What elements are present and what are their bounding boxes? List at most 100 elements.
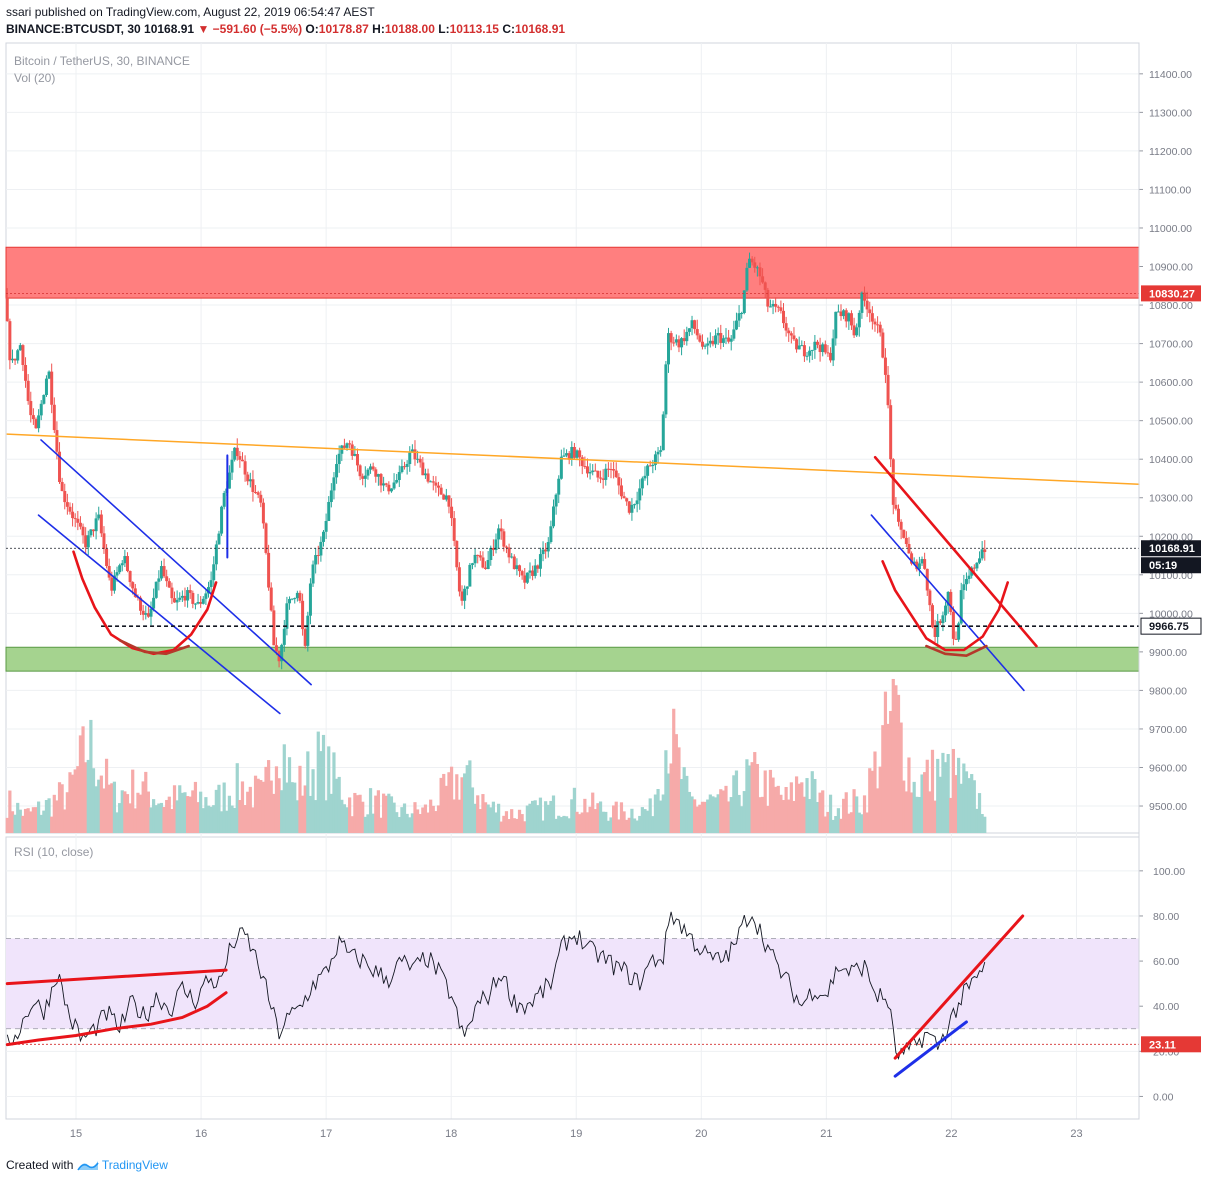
volume-bar	[585, 812, 590, 833]
high-label: H:	[372, 22, 385, 36]
volume-bar	[959, 783, 963, 833]
volume-bar	[131, 769, 135, 833]
volume-bar	[538, 797, 543, 833]
candle-body	[196, 601, 200, 604]
volume-bar	[259, 780, 263, 833]
candle-body	[348, 443, 352, 445]
volume-bar	[583, 798, 587, 833]
volume-bar	[760, 796, 765, 833]
volume-bar	[591, 792, 595, 833]
candle-body	[450, 506, 454, 519]
tradingview-logo-icon	[77, 1161, 99, 1171]
candle-body	[852, 325, 856, 336]
candle-body	[842, 310, 846, 317]
volume-bar	[37, 801, 41, 833]
candle-body	[180, 595, 184, 598]
candle-body	[434, 482, 438, 486]
candle-body	[212, 564, 216, 581]
volume-bar	[789, 782, 793, 833]
candle-body	[870, 313, 874, 322]
volume-bar	[272, 793, 276, 833]
volume-bar	[94, 786, 98, 833]
volume-bar	[862, 795, 867, 833]
volume-bar	[306, 751, 310, 833]
volume-bar	[601, 811, 605, 833]
volume-bar	[925, 759, 929, 833]
candle-body	[139, 597, 143, 611]
volume-bar	[698, 804, 702, 833]
candle-body	[544, 549, 548, 552]
volume-bar	[551, 795, 556, 833]
volume-bar	[314, 800, 318, 833]
candle-body	[405, 464, 409, 467]
volume-bar	[170, 809, 174, 833]
candle-body	[293, 598, 297, 600]
volume-bar	[152, 799, 156, 833]
candle-body	[761, 276, 765, 283]
chart-canvas[interactable]: 9500.00 9600.00 9700.00 9800.00 9900.00 10000…	[0, 40, 1209, 1150]
candle-body	[507, 547, 511, 558]
candle-body	[823, 344, 827, 353]
volume-bar	[546, 804, 550, 833]
volume-bar	[975, 808, 979, 833]
volume-bar	[444, 785, 448, 833]
candle-body	[821, 344, 825, 353]
volume-bar	[721, 790, 725, 833]
price-tick-label: 9500.00	[1149, 801, 1187, 813]
candle-body	[651, 464, 655, 467]
candle-body	[886, 374, 890, 406]
candle-body	[721, 338, 725, 343]
candle-body	[899, 521, 903, 530]
volume-bar	[855, 796, 859, 833]
candle-body	[776, 306, 780, 308]
candle-body	[207, 587, 211, 594]
rsi-line	[6, 911, 986, 1060]
volume-bar	[881, 725, 885, 833]
volume-bar	[834, 816, 838, 833]
volume-bar	[421, 807, 425, 833]
volume-bar	[128, 803, 132, 833]
candle-body	[162, 566, 166, 577]
candle-body	[285, 603, 289, 629]
candle-body	[742, 290, 746, 314]
volume-bar	[826, 811, 830, 833]
volume-bar	[625, 819, 629, 833]
candle-body	[698, 335, 702, 342]
candle-body	[146, 613, 150, 617]
volume-bar	[418, 813, 422, 833]
volume-bar	[706, 799, 710, 833]
candle-body	[714, 335, 718, 345]
volume-bar	[980, 814, 984, 833]
candle-body	[829, 352, 833, 361]
time-tick-label: 23	[1070, 1128, 1082, 1140]
candle-body	[154, 581, 158, 598]
volume-bar	[865, 812, 869, 833]
candle-body	[690, 320, 694, 329]
volume-bar	[708, 794, 712, 833]
candle-body	[131, 582, 135, 589]
candle-body	[295, 592, 299, 599]
candle-body	[418, 458, 422, 463]
volume-bar	[334, 778, 339, 833]
author-name[interactable]: ssari	[6, 5, 32, 19]
candle-body	[978, 558, 982, 563]
candle-body	[303, 629, 307, 646]
candle-body	[5, 297, 9, 322]
volume-bar	[512, 818, 516, 833]
volume-bar	[768, 769, 773, 833]
tradingview-brand[interactable]: TradingView	[101, 1158, 168, 1172]
volume-bar	[447, 772, 451, 833]
low-value: 10113.15	[449, 22, 499, 36]
volume-bar	[267, 760, 271, 833]
candle-body	[423, 473, 427, 476]
volume-bar	[5, 817, 9, 833]
volume-bar	[180, 792, 184, 833]
volume-bar	[653, 794, 658, 833]
candle-body	[491, 547, 495, 551]
volume-bar	[891, 678, 895, 833]
volume-bar	[374, 795, 378, 833]
volume-bar	[8, 790, 12, 833]
volume-bar	[29, 811, 33, 833]
volume-bar	[852, 789, 856, 833]
candle-body	[567, 453, 571, 460]
